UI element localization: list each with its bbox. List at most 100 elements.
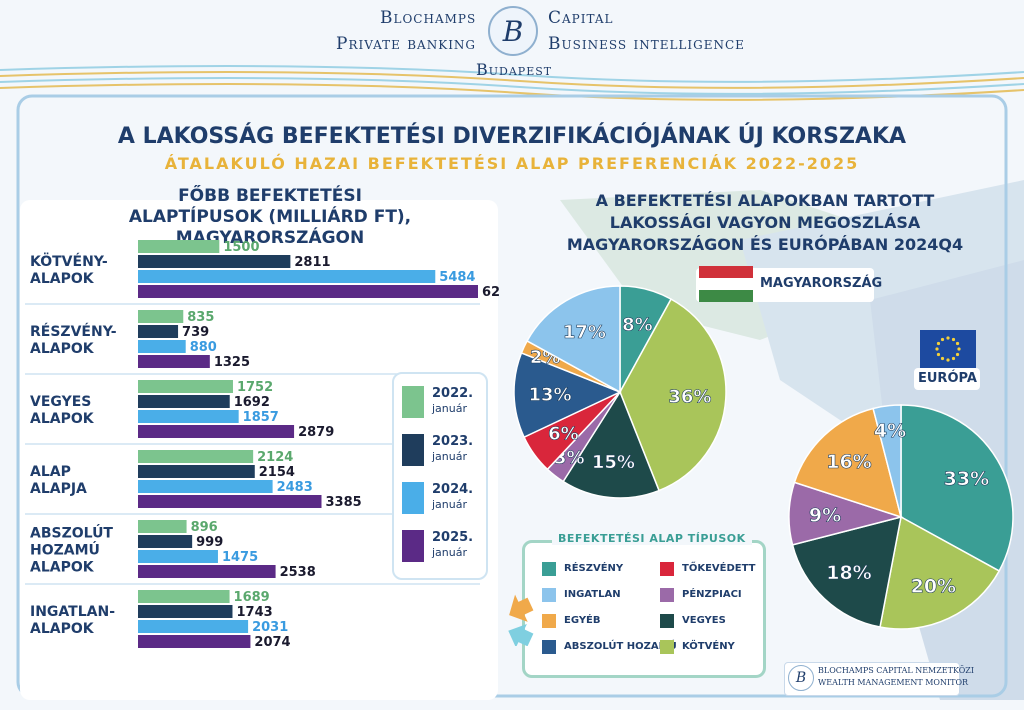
bar-value: 2483 xyxy=(277,480,313,495)
header-wave xyxy=(0,65,1024,83)
pie-slice xyxy=(793,407,903,519)
bar-value: 1743 xyxy=(236,605,272,620)
pie-slice xyxy=(791,515,902,628)
bar xyxy=(138,270,436,283)
eu-flag-icon xyxy=(920,330,976,368)
category-label: KÖTVÉNY-ALAPOK xyxy=(30,252,108,287)
type-legend-label: KÖTVÉNY xyxy=(682,641,735,652)
header-wave xyxy=(0,83,1024,101)
bar-value: 999 xyxy=(196,535,223,550)
bar-value: 1692 xyxy=(234,395,270,410)
pie-label: 9% xyxy=(809,504,841,526)
eu-star xyxy=(936,352,941,357)
bar-value: 2031 xyxy=(252,620,288,635)
legend-swatch xyxy=(402,386,424,418)
bar xyxy=(138,325,179,338)
bar-value: 3385 xyxy=(325,495,361,510)
eu-star xyxy=(936,341,941,346)
bar-value: 880 xyxy=(190,340,217,355)
bar-value: 1752 xyxy=(237,380,273,395)
pie-slice xyxy=(513,352,622,439)
type-legend-card xyxy=(522,540,766,678)
bar xyxy=(138,620,249,633)
legend-month: január xyxy=(432,498,468,511)
type-legend-swatch xyxy=(660,588,674,602)
legend-year: 2023. xyxy=(432,434,474,449)
bar-value: 896 xyxy=(191,520,218,535)
eu-star xyxy=(946,358,950,362)
main-subtitle: ÁTALAKULÓ HAZAI BEFEKTETÉSI ALAP PREFERE… xyxy=(164,154,860,173)
bar xyxy=(138,425,295,438)
bar xyxy=(138,450,254,463)
type-legend-swatch xyxy=(542,640,556,654)
bar xyxy=(138,355,210,368)
legend-year: 2024. xyxy=(432,482,474,497)
pie-slice xyxy=(872,404,902,518)
pie-slice xyxy=(879,515,1001,630)
footer-logo-letter: B xyxy=(795,670,807,686)
main-title: A LAKOSSÁG BEFEKTETÉSI DIVERZIFIKÁCIÓJÁN… xyxy=(117,124,907,149)
bar-value: 1475 xyxy=(222,550,258,565)
legend-month: január xyxy=(432,546,468,559)
category-label-line: RÉSZVÉNY- xyxy=(30,323,117,340)
eu-label-box xyxy=(914,368,980,390)
legend-month: január xyxy=(432,450,468,463)
pie-label: 6% xyxy=(548,423,579,444)
bar xyxy=(138,285,478,298)
type-legend-label: RÉSZVÉNY xyxy=(564,563,624,574)
category-label: VEGYES ALAPOK xyxy=(30,394,95,427)
bar xyxy=(138,480,273,493)
eu-star xyxy=(951,356,956,361)
legend-swatch xyxy=(402,482,424,514)
type-legend-swatch xyxy=(660,614,674,628)
bar-value: 2154 xyxy=(259,465,295,480)
footer-logo: B xyxy=(788,665,814,691)
brand-left-1: Blochamps xyxy=(380,8,477,28)
bar xyxy=(138,605,233,618)
category-label: INGATLAN-ALAPOK xyxy=(30,604,115,637)
pie-slice xyxy=(526,285,621,394)
bar-value: 1857 xyxy=(243,410,279,425)
category-label-line: ALAPOK xyxy=(30,621,95,637)
legend-swatch xyxy=(402,530,424,562)
arrow-icon xyxy=(508,594,534,646)
type-legend-label: TŐKEVÉDETT xyxy=(682,563,756,574)
eu-star xyxy=(951,337,956,342)
footer-line1: BLOCHAMPS CAPITAL NEMZETKÖZI xyxy=(818,666,974,675)
category-label-line: VEGYES xyxy=(30,394,91,410)
bar-value: 1500 xyxy=(223,240,259,255)
bar-value: 2124 xyxy=(257,450,293,465)
pie-label: 20% xyxy=(911,575,956,597)
eu-star xyxy=(940,337,945,342)
bar xyxy=(138,520,187,533)
bar-value: 6272 xyxy=(482,285,500,300)
type-legend-label: INGATLAN xyxy=(564,589,621,600)
type-legend-label: VEGYES xyxy=(682,615,726,626)
type-legend-swatch xyxy=(542,614,556,628)
bar-value: 739 xyxy=(182,325,209,340)
bar xyxy=(138,380,233,393)
category-label-line: INGATLAN- xyxy=(30,604,115,620)
eu-star xyxy=(955,352,960,357)
pie-label: 33% xyxy=(944,468,989,490)
type-legend-swatch xyxy=(660,562,674,576)
pie-label: 17% xyxy=(563,322,606,343)
eu-label: EURÓPA xyxy=(918,371,977,386)
brand-right-2: Business intelligence xyxy=(548,34,745,54)
bar-value: 1689 xyxy=(234,590,270,605)
bar xyxy=(138,535,193,548)
type-legend-label: ABSZOLÚT HOZAMÚ xyxy=(564,641,677,652)
type-legend-label: PÉNZPIACI xyxy=(682,589,742,600)
bar xyxy=(138,465,255,478)
category-label: ABSZOLÚT HOZAMÚ ALAPOK xyxy=(30,524,113,576)
bar-chart-title: FŐBB BEFEKTETÉSI ALAPTÍPUSOK (MILLIÁRD F… xyxy=(128,186,412,248)
hungary-label: MAGYARORSZÁG xyxy=(760,276,883,291)
footer-line2: WEALTH MANAGEMENT MONITOR xyxy=(818,678,969,687)
legend-year: 2022. xyxy=(432,386,474,401)
type-legend-label: EGYÉB xyxy=(564,615,601,626)
category-label-line: ALAPOK xyxy=(30,271,95,287)
pie-label: 8% xyxy=(622,314,653,335)
pie-label: 13% xyxy=(528,384,571,405)
bar xyxy=(138,635,251,648)
